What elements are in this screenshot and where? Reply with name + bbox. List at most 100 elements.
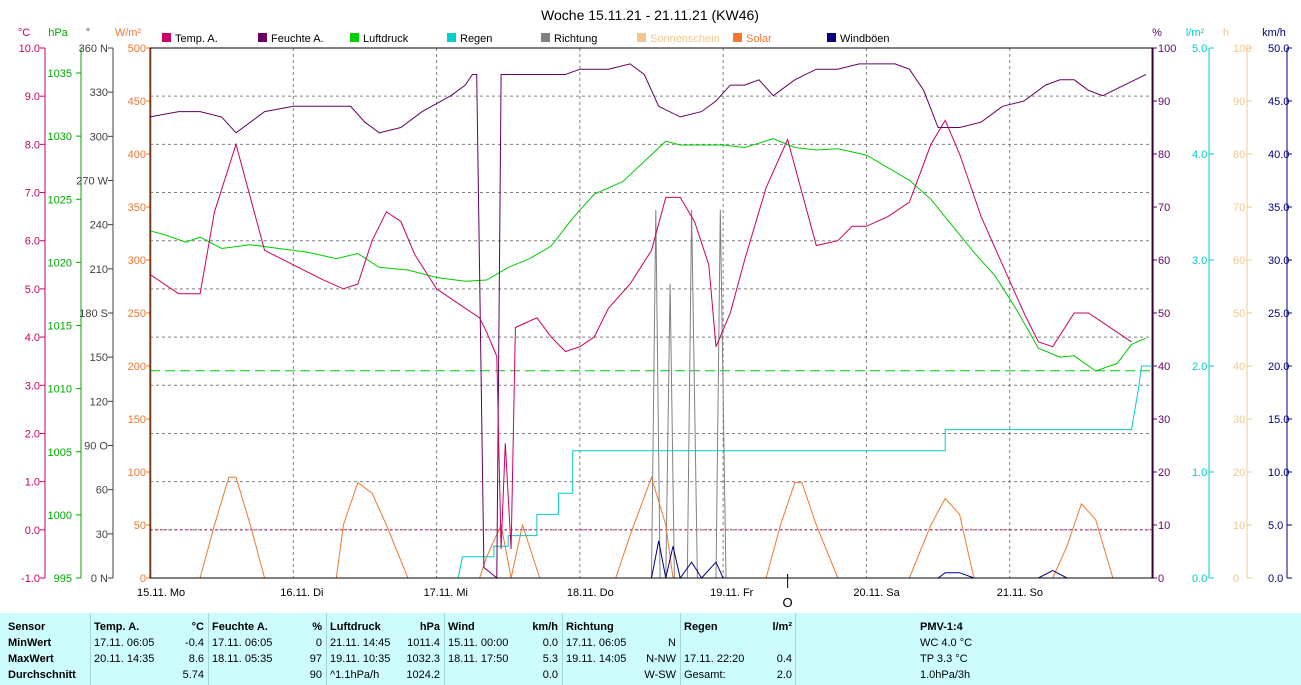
axis-tick-richtung: 210 [90, 264, 108, 276]
axis-tick-sonnenschein: 30 [1233, 414, 1245, 426]
footer-group-header: Richtung [566, 621, 614, 633]
footer-group-unit: hPa [419, 621, 440, 633]
axis-tick-luftdruck: 1000 [48, 510, 72, 522]
axis-unit-feuchte: % [1152, 27, 1162, 39]
axis-tick-solar: 500 [128, 43, 146, 55]
axis-unit-temp: °C [18, 27, 30, 39]
axis-tick-regen: 0.0 [1192, 573, 1207, 585]
axis-tick-richtung: 180 S [79, 308, 108, 320]
footer-cell-value: 90 [309, 669, 322, 681]
footer-row-label: MaxWert [8, 653, 54, 665]
axis-tick-windboeen: 45.0 [1268, 96, 1289, 108]
axis-tick-solar: 450 [128, 96, 146, 108]
footer-cell-time: 17.11. 06:05 [566, 637, 627, 649]
legend-label-temp: Temp. A. [175, 33, 218, 45]
axis-tick-sonnenschein: 90 [1233, 96, 1245, 108]
axis-tick-temp: 3.0 [25, 380, 40, 392]
axis-tick-regen: 1.0 [1192, 467, 1207, 479]
legend-label-windboeen: Windböen [840, 33, 890, 45]
axis-tick-solar: 100 [128, 467, 146, 479]
axis-tick-temp: -1.0 [21, 573, 40, 585]
axis-tick-luftdruck: 1025 [48, 194, 72, 206]
axis-tick-feuchte: 20 [1158, 467, 1170, 479]
axis-tick-temp: 10.0 [19, 43, 40, 55]
footer-cell-value: 2.0 [776, 669, 792, 681]
axis-tick-temp: 5.0 [25, 284, 40, 296]
x-axis-label: 20.11. Sa [853, 587, 900, 599]
axis-unit-sonnenschein: h [1223, 27, 1229, 39]
legend-swatch-luftdruck [350, 33, 359, 42]
footer-row-label: Sensor [8, 621, 46, 633]
axis-tick-temp: 8.0 [25, 139, 40, 151]
axis-tick-luftdruck: 995 [54, 573, 72, 585]
axis-tick-luftdruck: 1005 [48, 447, 72, 459]
axis-tick-temp: 7.0 [25, 188, 40, 200]
axis-tick-luftdruck: 1020 [48, 257, 72, 269]
footer-group-unit: km/h [532, 621, 558, 633]
x-axis-label: 19.11. Fr [710, 587, 754, 599]
axis-tick-luftdruck: 1010 [48, 384, 72, 396]
axis-tick-luftdruck: 1015 [48, 321, 72, 333]
legend-swatch-regen [447, 33, 456, 42]
footer-cell-value: 8.6 [188, 653, 204, 665]
footer-cell-value: 0.0 [542, 637, 558, 649]
legend-swatch-feuchte [258, 33, 267, 42]
legend-label-solar: Solar [746, 33, 772, 45]
axis-tick-windboeen: 30.0 [1268, 255, 1289, 267]
axis-tick-sonnenschein: 60 [1233, 255, 1245, 267]
legend-label-regen: Regen [460, 33, 492, 45]
axis-unit-windboeen: km/h [1262, 27, 1286, 39]
footer-cell-time: 20.11. 14:35 [94, 653, 155, 665]
series-line-temp-a- [149, 119, 1132, 550]
series-line-windb-en [651, 540, 1153, 580]
footer-row-label: MinWert [8, 637, 52, 649]
axis-tick-regen: 5.0 [1192, 43, 1207, 55]
axis-tick-richtung: 60 [96, 485, 108, 497]
axis-tick-richtung: 240 [90, 220, 108, 232]
axis-tick-windboeen: 5.0 [1268, 520, 1283, 532]
axis-tick-temp: 0.0 [25, 525, 40, 537]
axis-tick-feuchte: 10 [1158, 520, 1170, 532]
axis-tick-sonnenschein: 0 [1233, 573, 1239, 585]
footer-group-header: Wind [448, 621, 475, 633]
footer-separator [795, 613, 796, 685]
axis-tick-windboeen: 10.0 [1268, 467, 1289, 479]
axis-tick-windboeen: 0.0 [1268, 573, 1283, 585]
footer-cell-time: 18.11. 17:50 [448, 653, 509, 665]
footer-group-unit: °C [191, 621, 204, 633]
footer-pmv-line: 1.0hPa/3h [920, 669, 971, 681]
chart-title: Woche 15.11.21 - 21.11.21 (KW46) [541, 7, 759, 23]
footer-group-header: Feuchte A. [212, 621, 268, 633]
axis-tick-temp: 4.0 [25, 332, 40, 344]
footer-cell-time: 19.11. 10:35 [330, 653, 391, 665]
footer-cell-time: 18.11. 05:35 [212, 653, 273, 665]
footer-pmv-line: WC 4.0 °C [920, 637, 973, 649]
footer-cell-value: 0 [315, 637, 322, 649]
axis-tick-sonnenschein: 40 [1233, 361, 1245, 373]
axis-tick-luftdruck: 1030 [48, 131, 72, 143]
axis-tick-windboeen: 25.0 [1268, 308, 1289, 320]
footer-cell-value: 5.74 [182, 669, 204, 681]
footer-cell-time: 17.11. 22:20 [684, 653, 745, 665]
footer-cell-time: 15.11. 00:00 [448, 637, 509, 649]
footer-row-label: Durchschnitt [8, 669, 76, 681]
axis-tick-windboeen: 35.0 [1268, 202, 1289, 214]
x-axis-label: 21.11. So [997, 587, 1043, 599]
legend-label-richtung: Richtung [554, 33, 597, 45]
statistics-footer: Sensor MinWert MaxWert Durchschnitt Temp. A.… [0, 613, 1301, 685]
footer-cell-value: N [668, 637, 676, 649]
chart-axes: °C 10.0 9.0 8.0 7.0 6.0 5.0 4.0 3.0 2.0 1.0 0.0 -1.0… [18, 27, 1292, 585]
axis-tick-luftdruck: 1035 [48, 68, 72, 80]
footer-cell-value: -0.4 [185, 637, 204, 649]
axis-tick-sonnenschein: 20 [1233, 467, 1245, 479]
footer-pmv-line: TP 3.3 °C [920, 653, 968, 665]
legend-swatch-richtung [541, 33, 550, 42]
footer-separator [208, 613, 209, 685]
axis-tick-temp: 6.0 [25, 236, 40, 248]
footer-pmv-header: PMV-1:4 [920, 621, 963, 633]
series-line-feuchte-a- [149, 63, 1147, 580]
axis-tick-sonnenschein: 70 [1233, 202, 1245, 214]
footer-separator [90, 613, 91, 685]
axis-tick-solar: 150 [128, 414, 146, 426]
axis-unit-richtung: ° [86, 27, 90, 39]
